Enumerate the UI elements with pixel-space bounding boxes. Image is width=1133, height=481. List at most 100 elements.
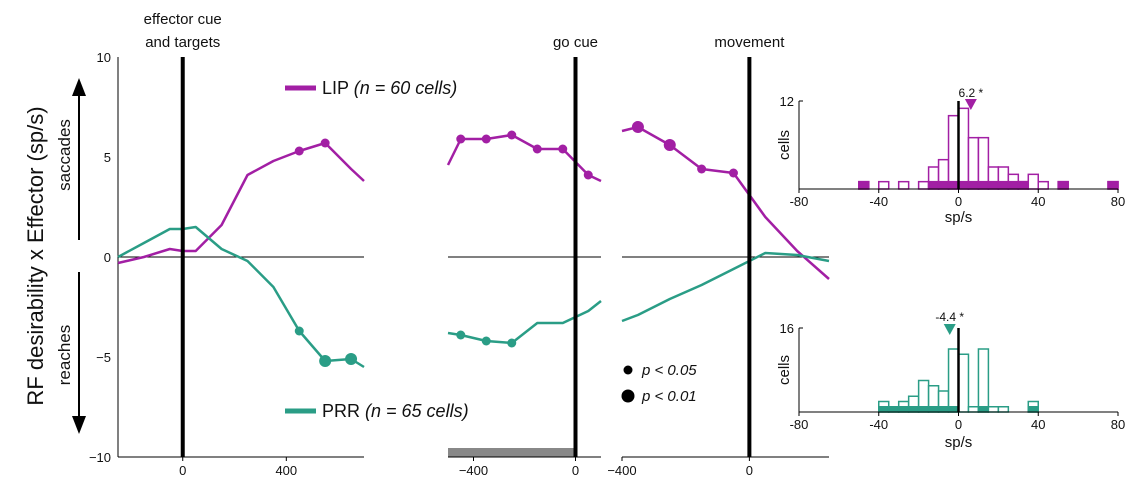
histogram-bar-significant bbox=[1027, 406, 1039, 413]
x-tick-label: 0 bbox=[179, 463, 186, 478]
histogram-bar bbox=[1037, 180, 1049, 190]
hist-x-tick-label: -80 bbox=[790, 194, 809, 209]
data-point-prr bbox=[294, 326, 304, 336]
histogram-bar bbox=[967, 406, 980, 413]
sig-large-label: p < 0.01 bbox=[641, 388, 697, 405]
histogram-bar-significant bbox=[947, 406, 960, 413]
legend-prr-name: PRR bbox=[322, 401, 365, 421]
hist-x-tick-label: 0 bbox=[955, 417, 962, 432]
legend-lip-name: LIP bbox=[322, 78, 354, 98]
histogram-bar-significant bbox=[1007, 180, 1020, 190]
legend-lip-count: (n = 60 cells) bbox=[354, 78, 458, 98]
histogram-bar-significant bbox=[907, 406, 920, 413]
line-panel-3: −400 0 movement bbox=[607, 34, 830, 478]
histogram-bar-significant bbox=[878, 406, 890, 413]
histogram-bar-significant bbox=[937, 180, 950, 190]
saccades-arrowhead-icon bbox=[72, 78, 86, 96]
y-tick-label: 10 bbox=[97, 50, 111, 65]
histogram-bar bbox=[917, 180, 930, 190]
hist-x-axis-label: sp/s bbox=[945, 209, 973, 226]
x-tick-label: 0 bbox=[572, 463, 579, 478]
y-tick-label: 0 bbox=[104, 250, 111, 265]
histogram-bar bbox=[957, 107, 970, 190]
series-legend: LIP (n = 60 cells) PRR (n = 65 cells) bbox=[285, 78, 469, 421]
hist-x-tick-label: 0 bbox=[955, 194, 962, 209]
x-tick-label: −400 bbox=[459, 463, 488, 478]
series-line-lip bbox=[117, 141, 365, 265]
hist-y-tick-label: 16 bbox=[780, 321, 794, 336]
reaches-label: reaches bbox=[55, 325, 74, 385]
histogram-bar bbox=[957, 353, 970, 413]
data-point-prr bbox=[319, 355, 332, 367]
panel-title: go cue bbox=[553, 34, 598, 51]
histogram-bar-significant bbox=[977, 406, 990, 413]
series-line-prr bbox=[621, 251, 830, 323]
significance-legend: p < 0.05 p < 0.01 bbox=[621, 362, 697, 405]
series-line-prr bbox=[447, 300, 602, 345]
histogram-prr: -80 -40 0 40 80 16 sp/s cells -4.4 * bbox=[776, 310, 1125, 451]
histogram-bar bbox=[987, 406, 1000, 413]
x-tick-label: 400 bbox=[275, 463, 297, 478]
series-line-lip bbox=[446, 133, 602, 183]
histogram-bar-significant bbox=[897, 406, 910, 413]
hist-x-tick-label: -80 bbox=[790, 417, 809, 432]
data-point-prr bbox=[507, 338, 517, 348]
histogram-bar-significant bbox=[947, 180, 960, 190]
x-tick-label: −400 bbox=[607, 463, 636, 478]
line-panel-2: −400 0 go cue bbox=[446, 34, 602, 478]
histogram-bar-significant bbox=[957, 180, 970, 190]
data-point-lip bbox=[507, 130, 517, 140]
data-point-lip bbox=[631, 121, 644, 133]
reaches-arrowhead-icon bbox=[72, 416, 86, 434]
y-tick-label: −5 bbox=[96, 350, 111, 365]
legend-prr-count: (n = 65 cells) bbox=[365, 401, 469, 421]
data-point-lip bbox=[532, 144, 542, 154]
data-point-lip bbox=[728, 168, 738, 178]
hist-x-tick-label: 40 bbox=[1031, 417, 1045, 432]
histogram-bar-significant bbox=[937, 406, 950, 413]
histogram-bar-significant bbox=[927, 406, 940, 413]
histogram-bar bbox=[947, 114, 960, 190]
histogram-bar-significant bbox=[858, 180, 870, 190]
histogram-bar-significant bbox=[997, 180, 1010, 190]
legend-lip-label: LIP (n = 60 cells) bbox=[322, 78, 457, 98]
legend-prr-label: PRR (n = 65 cells) bbox=[322, 401, 469, 421]
data-point-prr bbox=[345, 353, 358, 365]
hist-x-axis-label: sp/s bbox=[945, 434, 973, 451]
histogram-bar bbox=[997, 406, 1010, 413]
hist-x-tick-label: 80 bbox=[1111, 417, 1125, 432]
hist-y-axis-label: cells bbox=[776, 130, 793, 160]
hist-x-tick-label: 80 bbox=[1111, 194, 1125, 209]
data-point-lip bbox=[294, 146, 304, 156]
x-tick-label: 0 bbox=[746, 463, 753, 478]
mean-label: 6.2 * bbox=[959, 86, 984, 100]
histogram-bar-significant bbox=[967, 180, 980, 190]
hist-y-axis-label: cells bbox=[776, 355, 793, 385]
hist-y-tick-label: 12 bbox=[780, 94, 794, 109]
histogram-bar-significant bbox=[887, 406, 900, 413]
hist-x-tick-label: 40 bbox=[1031, 194, 1045, 209]
sig-small-dot-icon bbox=[623, 365, 633, 375]
epoch-bar bbox=[448, 448, 576, 457]
data-point-lip bbox=[663, 139, 676, 151]
data-point-lip bbox=[320, 138, 330, 148]
data-point-prr bbox=[456, 330, 466, 340]
panel-title: effector cue bbox=[144, 11, 222, 28]
histogram-bar bbox=[878, 180, 890, 190]
histogram-bar bbox=[897, 180, 910, 190]
histogram-bar-significant bbox=[927, 180, 940, 190]
histogram-bar-significant bbox=[977, 180, 990, 190]
hist-x-tick-label: -40 bbox=[869, 194, 888, 209]
y-axis-ticks: 10 5 0 −5 −10 bbox=[89, 50, 111, 465]
histogram-bar bbox=[977, 348, 990, 413]
sig-large-dot-icon bbox=[621, 389, 635, 403]
data-point-lip bbox=[481, 134, 491, 144]
hist-x-tick-label: -40 bbox=[869, 417, 888, 432]
effector-direction-annotation: saccades reaches bbox=[55, 78, 86, 434]
panel-title: and targets bbox=[145, 34, 220, 51]
panel-title: movement bbox=[714, 34, 785, 51]
histogram-panels: -80 -40 0 40 80 12 sp/s cells 6.2 * -80 -40 0 40 80 16… bbox=[776, 86, 1125, 451]
histogram-bar-significant bbox=[1107, 180, 1119, 190]
data-point-prr bbox=[481, 336, 491, 346]
